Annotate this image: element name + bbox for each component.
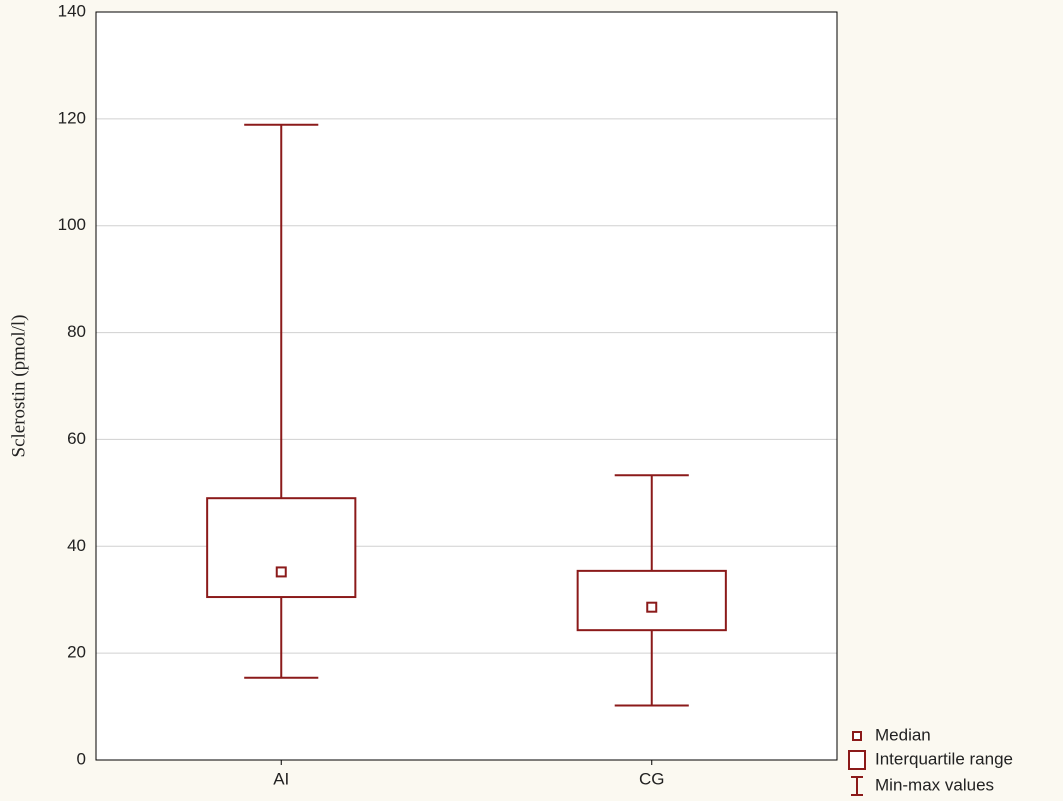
x-tick-label: AI — [273, 769, 289, 788]
plot-area — [96, 12, 837, 760]
y-tick-label: 100 — [58, 215, 86, 234]
legend-median-icon — [852, 731, 862, 741]
y-tick-label: 60 — [67, 429, 86, 448]
y-axis-label: Sclerostin (pmol/l) — [8, 314, 29, 457]
y-tick-label: 80 — [67, 322, 86, 341]
y-tick-label: 140 — [58, 1, 86, 20]
median-marker — [275, 566, 287, 578]
legend-label: Median — [875, 725, 931, 744]
median-marker — [646, 601, 658, 613]
x-tick-label: CG — [639, 769, 665, 788]
box — [576, 569, 727, 632]
plot-border — [95, 11, 838, 761]
box — [206, 497, 357, 599]
y-tick-label: 40 — [67, 536, 86, 555]
legend-label: Interquartile range — [875, 749, 1013, 768]
y-tick-label: 20 — [67, 643, 86, 662]
y-tick-label: 0 — [77, 749, 86, 768]
legend-label: Min-max values — [875, 775, 994, 794]
y-tick-label: 120 — [58, 108, 86, 127]
legend-box-icon — [848, 750, 866, 770]
